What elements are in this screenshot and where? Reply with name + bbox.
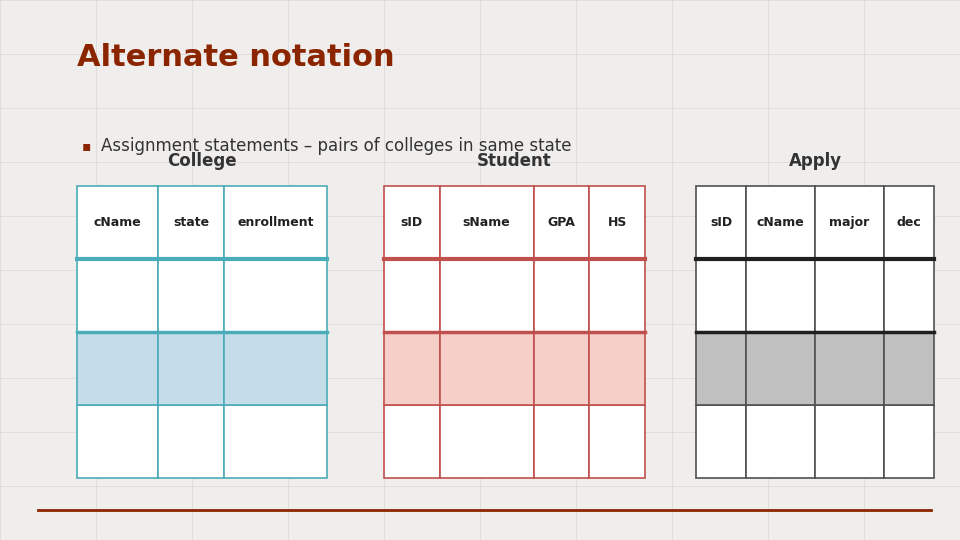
- Text: sID: sID: [400, 216, 423, 229]
- Bar: [158, 186, 224, 259]
- Bar: [384, 332, 440, 405]
- Bar: [884, 186, 934, 259]
- Bar: [696, 186, 746, 259]
- Bar: [224, 332, 327, 405]
- Text: sName: sName: [463, 216, 511, 229]
- Text: state: state: [173, 216, 209, 229]
- Bar: [440, 259, 534, 332]
- Text: cName: cName: [756, 216, 804, 229]
- Bar: [589, 332, 645, 405]
- Text: Alternate notation: Alternate notation: [77, 43, 395, 72]
- Bar: [884, 259, 934, 332]
- Bar: [77, 186, 158, 259]
- Bar: [158, 332, 224, 405]
- Text: Assignment statements – pairs of colleges in same state: Assignment statements – pairs of college…: [101, 137, 571, 155]
- Bar: [440, 186, 534, 259]
- Bar: [815, 186, 884, 259]
- Text: Student: Student: [477, 152, 552, 170]
- Bar: [589, 405, 645, 478]
- Bar: [696, 405, 746, 478]
- Bar: [884, 332, 934, 405]
- Bar: [884, 405, 934, 478]
- Bar: [589, 186, 645, 259]
- Text: enrollment: enrollment: [237, 216, 314, 229]
- Text: College: College: [167, 152, 237, 170]
- Bar: [77, 405, 158, 478]
- Bar: [224, 259, 327, 332]
- Text: HS: HS: [608, 216, 627, 229]
- Bar: [746, 332, 815, 405]
- Bar: [77, 332, 158, 405]
- Bar: [589, 259, 645, 332]
- Text: ▪: ▪: [82, 139, 91, 153]
- Bar: [384, 259, 440, 332]
- Bar: [696, 259, 746, 332]
- Bar: [815, 259, 884, 332]
- Bar: [77, 259, 158, 332]
- Bar: [815, 332, 884, 405]
- Bar: [534, 332, 589, 405]
- Bar: [224, 405, 327, 478]
- Bar: [158, 259, 224, 332]
- Bar: [384, 186, 440, 259]
- Bar: [440, 332, 534, 405]
- Bar: [534, 186, 589, 259]
- Bar: [440, 405, 534, 478]
- Bar: [696, 332, 746, 405]
- Bar: [158, 405, 224, 478]
- Bar: [746, 259, 815, 332]
- Text: Apply: Apply: [788, 152, 842, 170]
- Text: dec: dec: [897, 216, 922, 229]
- Bar: [224, 186, 327, 259]
- Text: GPA: GPA: [547, 216, 576, 229]
- Bar: [384, 405, 440, 478]
- Bar: [534, 405, 589, 478]
- Text: major: major: [829, 216, 870, 229]
- Text: sID: sID: [709, 216, 732, 229]
- Text: cName: cName: [94, 216, 141, 229]
- Bar: [534, 259, 589, 332]
- Bar: [746, 186, 815, 259]
- Bar: [815, 405, 884, 478]
- Bar: [746, 405, 815, 478]
